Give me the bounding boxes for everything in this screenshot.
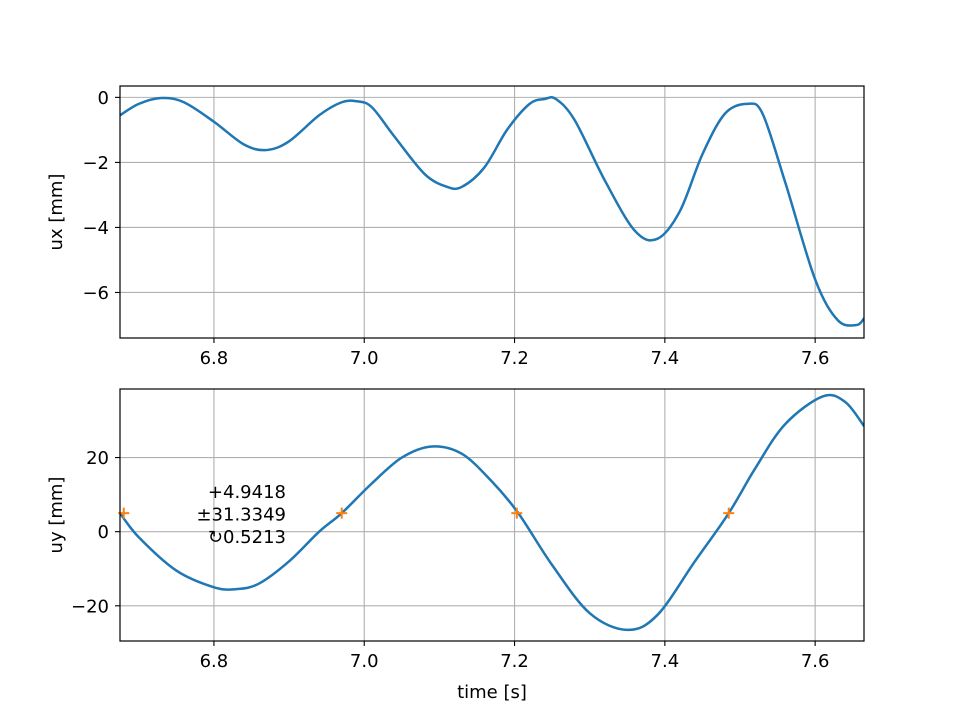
uy-annotation-line: +4.9418 [208, 482, 286, 503]
uy-series-line [120, 393, 864, 632]
uy-crossing-marker [723, 507, 735, 519]
ux-ytick-label: −6 [82, 283, 109, 304]
uy-xtick-label: 7.2 [500, 651, 529, 672]
uy-crossing-marker [336, 507, 348, 519]
uy-panel: 6.8 7.0 7.2 7.4 7.6 −20 0 20 uy [mm] time [s] +4.9… [46, 388, 865, 703]
ux-ytick-label: 0 [98, 88, 109, 109]
uy-xtick-label: 7.4 [651, 651, 680, 672]
uy-xtick-label: 7.0 [350, 651, 379, 672]
uy-xtick-label: 6.8 [200, 651, 229, 672]
uy-ytick-label: 0 [98, 522, 109, 543]
uy-xlabel: time [s] [457, 682, 527, 703]
uy-ytick-label: 20 [86, 448, 109, 469]
ux-panel: 6.8 7.0 7.2 7.4 7.6 −6 −4 −2 0 ux [mm] [46, 85, 865, 369]
uy-ytick-label: −20 [71, 596, 109, 617]
uy-annotation-line: ↻0.5213 [208, 527, 286, 548]
uy-annotation-line: ±31.3349 [196, 505, 286, 526]
ux-xtick-label: 7.6 [801, 348, 830, 369]
uy-xtick-label: 7.6 [801, 651, 830, 672]
ux-series-line [120, 95, 864, 327]
ux-xtick-label: 6.8 [200, 348, 229, 369]
ux-ylabel: ux [mm] [46, 174, 67, 251]
ux-xtick-label: 7.2 [500, 348, 529, 369]
ux-ytick-label: −2 [82, 153, 109, 174]
uy-crossing-marker [511, 507, 523, 519]
uy-ylabel: uy [mm] [46, 477, 67, 554]
ux-xtick-label: 7.0 [350, 348, 379, 369]
uy-axes-frame [119, 388, 865, 642]
ux-xtick-label: 7.4 [651, 348, 680, 369]
ux-ytick-label: −4 [82, 218, 109, 239]
ux-axes-frame [119, 85, 865, 339]
